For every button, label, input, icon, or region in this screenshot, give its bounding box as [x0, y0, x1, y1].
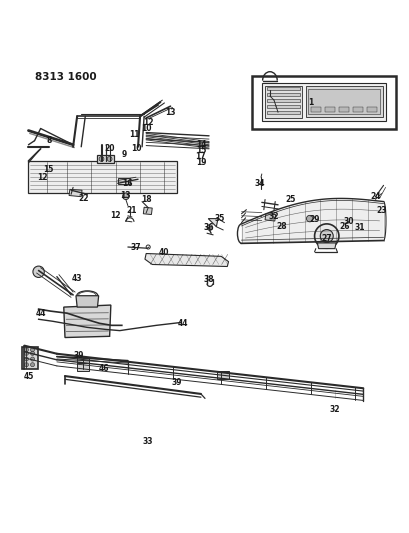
Polygon shape: [69, 189, 82, 197]
Text: 32: 32: [329, 405, 339, 414]
Circle shape: [99, 157, 104, 161]
Circle shape: [207, 225, 212, 230]
Circle shape: [25, 351, 28, 356]
Text: 23: 23: [375, 206, 386, 215]
Circle shape: [25, 362, 28, 367]
Text: 10: 10: [141, 124, 151, 133]
Circle shape: [30, 348, 34, 352]
Polygon shape: [266, 99, 300, 102]
Text: 25: 25: [284, 195, 295, 204]
Polygon shape: [261, 83, 384, 121]
Text: 39: 39: [171, 378, 182, 386]
Polygon shape: [208, 219, 218, 227]
Circle shape: [25, 357, 28, 361]
Polygon shape: [366, 108, 377, 112]
Polygon shape: [217, 371, 229, 379]
Text: 18: 18: [141, 195, 151, 204]
Circle shape: [33, 266, 44, 278]
Polygon shape: [251, 76, 395, 128]
Text: 33: 33: [143, 437, 153, 446]
Polygon shape: [76, 296, 99, 307]
Polygon shape: [266, 111, 300, 114]
Text: 37: 37: [130, 243, 141, 252]
Text: 8: 8: [46, 136, 51, 145]
Circle shape: [314, 224, 338, 248]
Polygon shape: [22, 347, 38, 369]
Text: 30: 30: [343, 217, 353, 227]
Polygon shape: [324, 108, 334, 112]
Text: 44: 44: [177, 319, 187, 328]
Text: 15: 15: [43, 165, 54, 174]
Text: 32: 32: [268, 213, 279, 222]
Text: 11: 11: [128, 130, 139, 139]
Text: 12: 12: [37, 173, 48, 182]
Text: 43: 43: [72, 274, 82, 283]
Text: 46: 46: [98, 364, 108, 373]
Text: 20: 20: [104, 144, 115, 154]
Circle shape: [30, 351, 34, 356]
Text: 13: 13: [120, 191, 131, 200]
Text: 36: 36: [203, 223, 214, 232]
Polygon shape: [317, 243, 335, 248]
Polygon shape: [241, 198, 383, 244]
Text: 21: 21: [126, 206, 137, 215]
Polygon shape: [338, 108, 348, 112]
Circle shape: [30, 362, 34, 367]
Polygon shape: [310, 108, 320, 112]
Circle shape: [30, 357, 34, 361]
Polygon shape: [266, 105, 300, 108]
Polygon shape: [264, 214, 275, 221]
Text: 27: 27: [321, 235, 331, 244]
Circle shape: [122, 193, 129, 199]
Polygon shape: [143, 207, 152, 215]
Text: 39: 39: [74, 351, 84, 360]
Text: 40: 40: [159, 248, 169, 257]
Text: 34: 34: [254, 179, 264, 188]
Text: 12: 12: [143, 118, 153, 127]
Text: 26: 26: [339, 222, 349, 231]
Text: 31: 31: [354, 223, 364, 232]
Text: 17: 17: [195, 152, 206, 161]
Polygon shape: [352, 108, 362, 112]
Circle shape: [319, 230, 333, 243]
Polygon shape: [266, 87, 300, 90]
Polygon shape: [145, 254, 228, 266]
Text: 44: 44: [35, 309, 46, 318]
Polygon shape: [77, 363, 89, 371]
Circle shape: [25, 348, 28, 352]
Polygon shape: [117, 178, 130, 184]
Text: 13: 13: [165, 108, 175, 117]
Text: 8313 1600: 8313 1600: [34, 71, 96, 82]
Polygon shape: [28, 161, 176, 193]
Text: 29: 29: [308, 215, 319, 224]
Text: 14: 14: [195, 140, 206, 149]
Text: 45: 45: [23, 373, 34, 382]
Text: 1: 1: [307, 98, 312, 107]
Text: 38: 38: [203, 275, 214, 284]
Text: 12: 12: [110, 211, 121, 220]
Text: 24: 24: [369, 192, 380, 201]
Polygon shape: [77, 357, 89, 365]
Polygon shape: [266, 93, 300, 96]
Circle shape: [107, 157, 112, 161]
Text: 10: 10: [130, 144, 141, 154]
Text: 28: 28: [276, 222, 287, 231]
Polygon shape: [64, 305, 110, 337]
Polygon shape: [308, 89, 379, 114]
Text: 35: 35: [213, 214, 224, 223]
Polygon shape: [264, 86, 302, 118]
Circle shape: [306, 215, 312, 222]
Text: 19: 19: [195, 158, 206, 167]
Text: 9: 9: [121, 150, 126, 159]
Text: 16: 16: [122, 179, 133, 188]
Polygon shape: [305, 86, 382, 117]
Polygon shape: [97, 155, 113, 163]
Text: 22: 22: [78, 194, 88, 203]
Text: 15: 15: [195, 147, 206, 155]
